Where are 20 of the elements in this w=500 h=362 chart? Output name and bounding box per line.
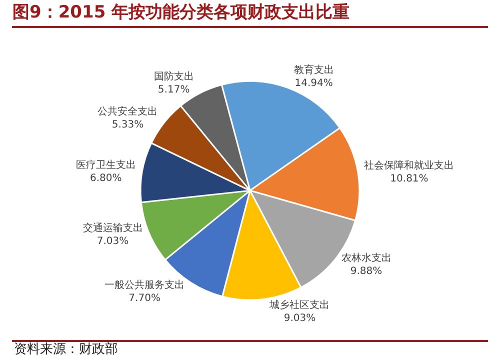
data-label: 5.17% xyxy=(158,84,190,96)
slice-label: 国防支出 xyxy=(154,70,194,83)
slice-label: 一般公共服务支出 xyxy=(104,279,185,292)
data-label: 7.03% xyxy=(96,236,129,248)
slice-label: 公共安全支出 xyxy=(98,106,158,118)
slice-label: 社会保障和就业支出 xyxy=(364,160,454,172)
slice-label: 城乡社区支出 xyxy=(268,299,330,312)
data-label: 6.80% xyxy=(90,173,122,184)
chart-title: 图9：2015 年按功能分类各项财政支出比重 xyxy=(12,2,350,22)
text: 资料来源：财政部 xyxy=(14,342,118,357)
data-label: 9.03% xyxy=(284,313,316,324)
data-label: 7.70% xyxy=(128,293,160,304)
slice-label: 交通运输支出 xyxy=(82,222,143,234)
slice-label: 医疗卫生支出 xyxy=(76,159,136,172)
data-label: 5.33% xyxy=(112,120,144,131)
data-label: 9.88% xyxy=(350,266,382,278)
slice-label: 农林水支出 xyxy=(341,252,392,264)
data-label: 14.94% xyxy=(294,78,333,90)
slice-label: 教育支出 xyxy=(294,64,334,76)
data-label: 10.81% xyxy=(390,174,428,185)
